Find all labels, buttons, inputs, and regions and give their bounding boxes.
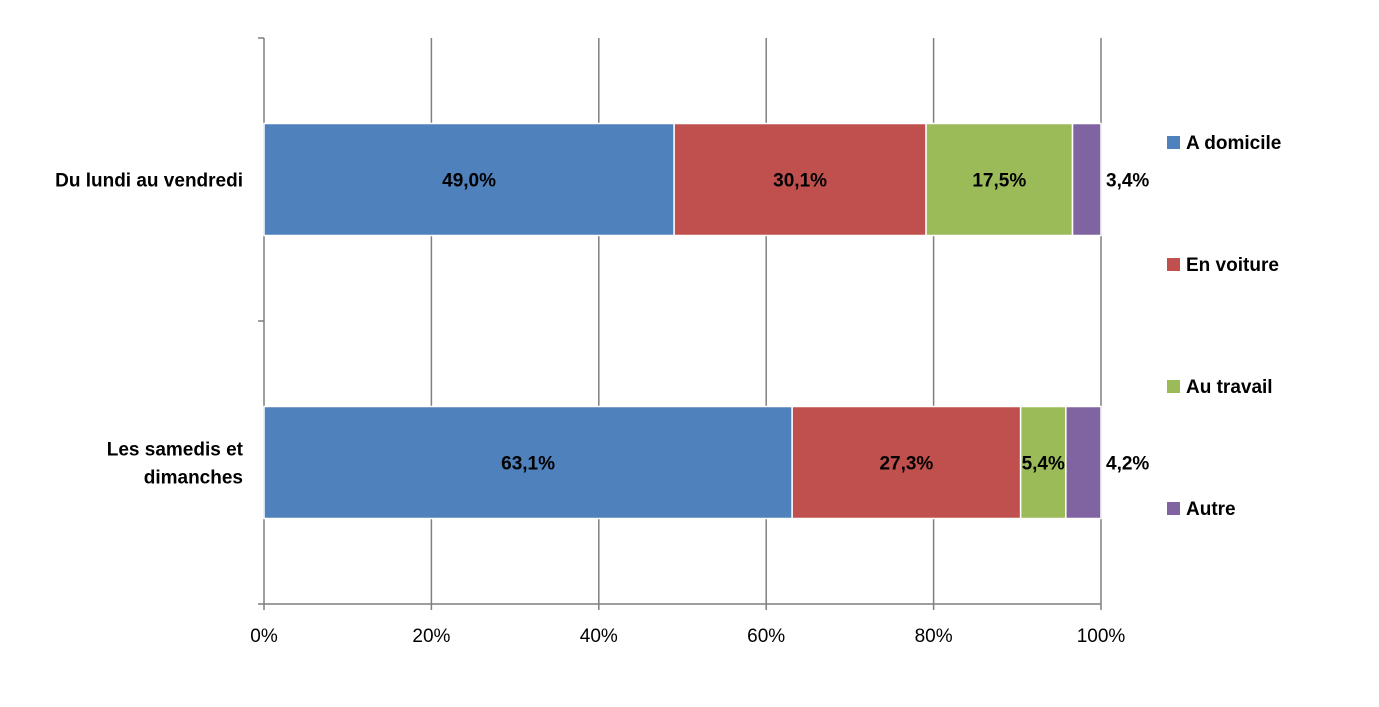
category-label: Les samedis et [107, 440, 244, 461]
bar-segment [263, 122, 675, 237]
data-label: 63,1% [501, 454, 555, 475]
data-label: 4,2% [1106, 454, 1149, 475]
category-label: dimanches [144, 468, 243, 489]
legend-label: Au travail [1186, 377, 1273, 398]
data-label: 5,4% [1022, 454, 1065, 475]
legend-label: Autre [1186, 499, 1236, 520]
bar-segment [673, 122, 927, 237]
x-tick-label: 80% [915, 626, 953, 647]
x-tick-label: 20% [412, 626, 450, 647]
category-label: Du lundi au vendredi [55, 171, 243, 192]
bar-segment [263, 405, 793, 520]
data-label: 17,5% [972, 171, 1026, 192]
legend-swatch [1167, 136, 1180, 149]
legend-label: En voiture [1186, 255, 1279, 276]
data-label: 27,3% [879, 454, 933, 475]
legend-swatch [1167, 258, 1180, 271]
x-tick-label: 0% [250, 626, 278, 647]
bar-segment [1065, 405, 1102, 520]
data-label: 30,1% [773, 171, 827, 192]
bar-segment [925, 122, 1074, 237]
bar-segment [1019, 405, 1067, 520]
legend-label: A domicile [1186, 133, 1281, 154]
legend-swatch [1167, 380, 1180, 393]
x-tick-label: 60% [747, 626, 785, 647]
x-tick-label: 40% [580, 626, 618, 647]
x-tick-label: 100% [1077, 626, 1126, 647]
legend-swatch [1167, 502, 1180, 515]
data-label: 49,0% [442, 171, 496, 192]
bar-segment [1071, 122, 1102, 237]
bar-segment [791, 405, 1022, 520]
data-label: 3,4% [1106, 171, 1149, 192]
